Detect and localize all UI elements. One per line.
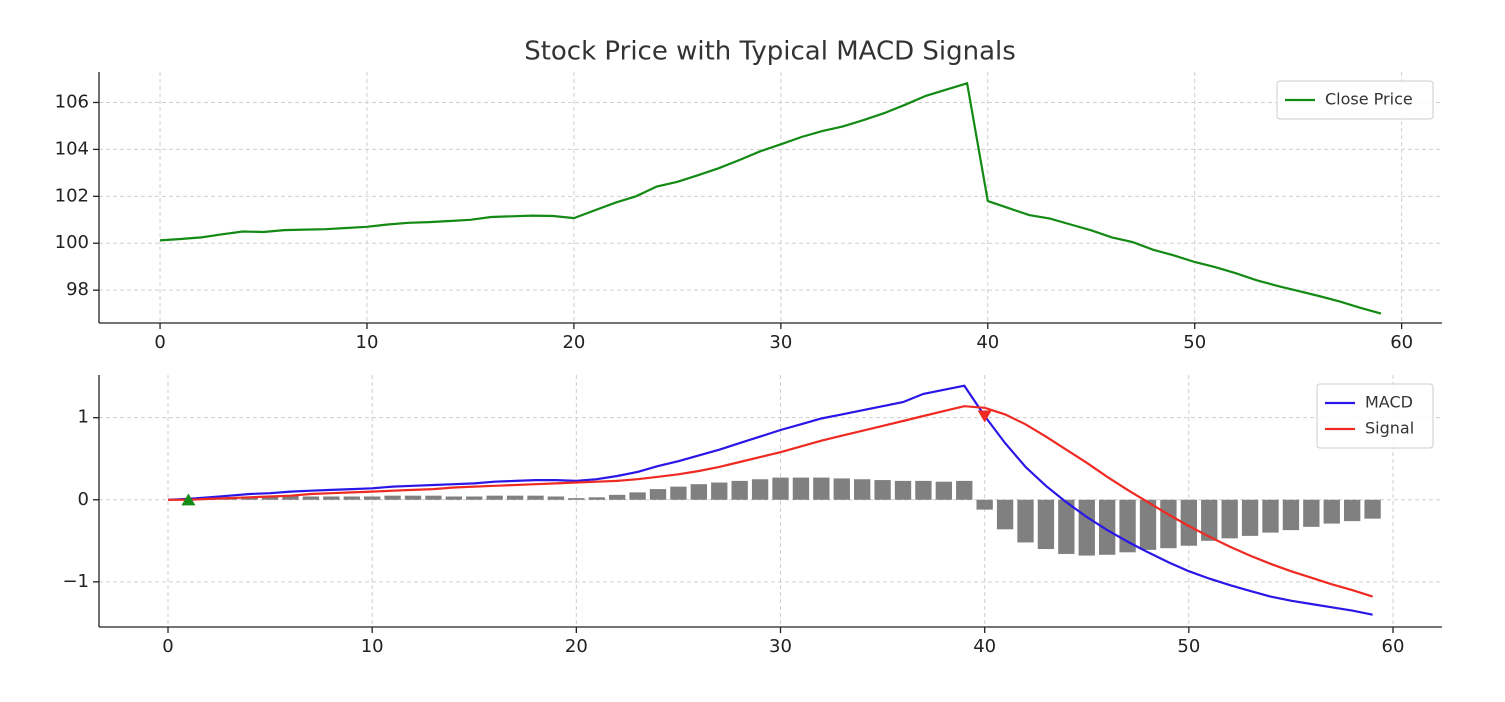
chart-title: Stock Price with Typical MACD Signals <box>524 37 1016 67</box>
bar <box>1344 499 1361 522</box>
bar <box>506 495 524 500</box>
legend-box <box>1316 383 1434 449</box>
x-tick-label: 40 <box>976 332 999 353</box>
bar <box>1221 499 1238 539</box>
bar <box>751 479 769 500</box>
bar <box>915 480 932 500</box>
bar <box>629 492 646 500</box>
bar <box>935 481 953 500</box>
bar <box>261 496 279 500</box>
x-tick-label: 20 <box>565 636 588 657</box>
bar <box>588 497 605 500</box>
y-tick-label: 1 <box>78 407 89 428</box>
line-series <box>159 81 1382 315</box>
x-tick-label: 0 <box>162 636 173 657</box>
bar <box>894 480 912 500</box>
bar <box>1058 499 1075 554</box>
bar <box>1241 499 1259 536</box>
bar <box>1139 499 1157 550</box>
bar <box>404 495 422 500</box>
bar <box>833 478 850 500</box>
x-tick-label: 60 <box>1382 636 1405 657</box>
legend-label: Close Price <box>1325 90 1413 109</box>
bar <box>670 486 687 500</box>
bar <box>1078 499 1095 556</box>
y-tick-label: 0 <box>78 489 89 510</box>
y-tick-label: 100 <box>55 232 89 253</box>
line-series <box>168 405 1373 598</box>
bar <box>547 496 565 500</box>
x-tick-label: 30 <box>769 332 792 353</box>
bar <box>731 480 748 500</box>
y-tick-label: 104 <box>55 138 89 159</box>
bar <box>1262 499 1279 533</box>
y-tick-label: 98 <box>66 279 89 300</box>
signal-marker <box>181 493 196 506</box>
legend-label: Signal <box>1365 419 1414 438</box>
bar <box>1282 499 1300 531</box>
bar <box>1303 499 1320 527</box>
bar <box>976 499 993 510</box>
bar <box>466 496 483 500</box>
bar <box>690 484 708 500</box>
bar <box>1364 499 1381 519</box>
bar <box>772 477 789 500</box>
bar <box>813 477 830 500</box>
x-tick-label: 30 <box>769 636 792 657</box>
bar <box>384 495 401 500</box>
bar <box>302 496 320 500</box>
bar <box>568 498 585 500</box>
bar <box>874 480 891 500</box>
bar <box>486 495 503 500</box>
bar <box>323 496 340 500</box>
bar <box>527 495 544 500</box>
x-tick-label: 10 <box>361 636 384 657</box>
x-tick-label: 50 <box>1183 332 1206 353</box>
bar <box>364 496 381 500</box>
bar <box>1099 499 1116 555</box>
legend-label: MACD <box>1365 393 1413 412</box>
x-tick-label: 50 <box>1177 636 1200 657</box>
bar <box>445 496 463 500</box>
bar <box>649 489 667 500</box>
bar <box>956 480 973 500</box>
bar <box>792 477 810 500</box>
bar <box>1037 499 1055 550</box>
y-tick-label: 106 <box>55 91 89 112</box>
bar <box>711 482 728 500</box>
bar <box>854 479 871 500</box>
bar <box>1201 499 1218 541</box>
bar <box>1017 499 1034 543</box>
x-tick-label: 10 <box>356 332 379 353</box>
bar <box>425 495 442 500</box>
signal-marker <box>977 410 992 423</box>
legend-box <box>1276 80 1434 120</box>
line-series <box>167 384 1373 616</box>
x-tick-label: 20 <box>562 332 585 353</box>
bar <box>343 496 360 500</box>
bar <box>1180 499 1198 546</box>
x-tick-label: 0 <box>154 332 165 353</box>
x-tick-label: 40 <box>973 636 996 657</box>
y-tick-label: 102 <box>55 185 89 206</box>
bar <box>1160 499 1177 549</box>
bar <box>996 499 1014 530</box>
bar <box>1323 499 1340 524</box>
y-tick-label: −1 <box>62 571 89 592</box>
bar <box>282 495 299 500</box>
bar <box>609 494 626 500</box>
x-tick-label: 60 <box>1390 332 1413 353</box>
